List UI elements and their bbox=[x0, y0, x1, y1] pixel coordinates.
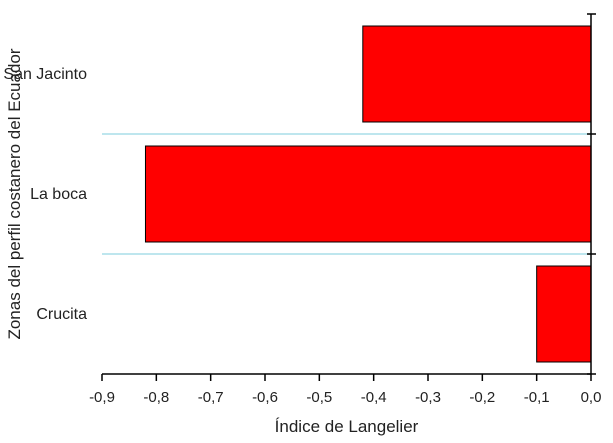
bar-san-jacinto bbox=[362, 25, 592, 123]
x-axis-title: Índice de Langelier bbox=[275, 417, 419, 436]
category-label: Crucita bbox=[36, 306, 87, 323]
bars bbox=[144, 25, 592, 363]
y-axis-title: Zonas del perfil costanero del Ecuador bbox=[5, 48, 24, 339]
category-separators bbox=[102, 133, 591, 255]
x-tick-label: -0,6 bbox=[252, 389, 278, 406]
category-label: San Jacinto bbox=[3, 66, 87, 83]
x-tick-label: -0,1 bbox=[524, 389, 550, 406]
x-tick-label: -0,5 bbox=[306, 389, 332, 406]
category-label: La boca bbox=[30, 186, 87, 203]
x-tick-label: -0,7 bbox=[198, 389, 224, 406]
y-axis-ticks bbox=[587, 13, 596, 375]
x-tick-label: 0,0 bbox=[581, 389, 602, 406]
bar-la-boca bbox=[144, 145, 592, 243]
x-tick-label: -0,2 bbox=[469, 389, 495, 406]
x-tick-label: -0,3 bbox=[415, 389, 441, 406]
x-tick-label: -0,4 bbox=[361, 389, 387, 406]
x-axis-ticks: -0,9 -0,8 -0,7 -0,6 -0,5 -0,4 -0,3 -0,2 -0,1 0,0 bbox=[89, 374, 601, 406]
x-tick-label: -0,9 bbox=[89, 389, 115, 406]
category-labels: San Jacinto La boca Crucita bbox=[3, 66, 87, 323]
x-tick-label: -0,8 bbox=[143, 389, 169, 406]
bar-crucita bbox=[536, 265, 592, 363]
